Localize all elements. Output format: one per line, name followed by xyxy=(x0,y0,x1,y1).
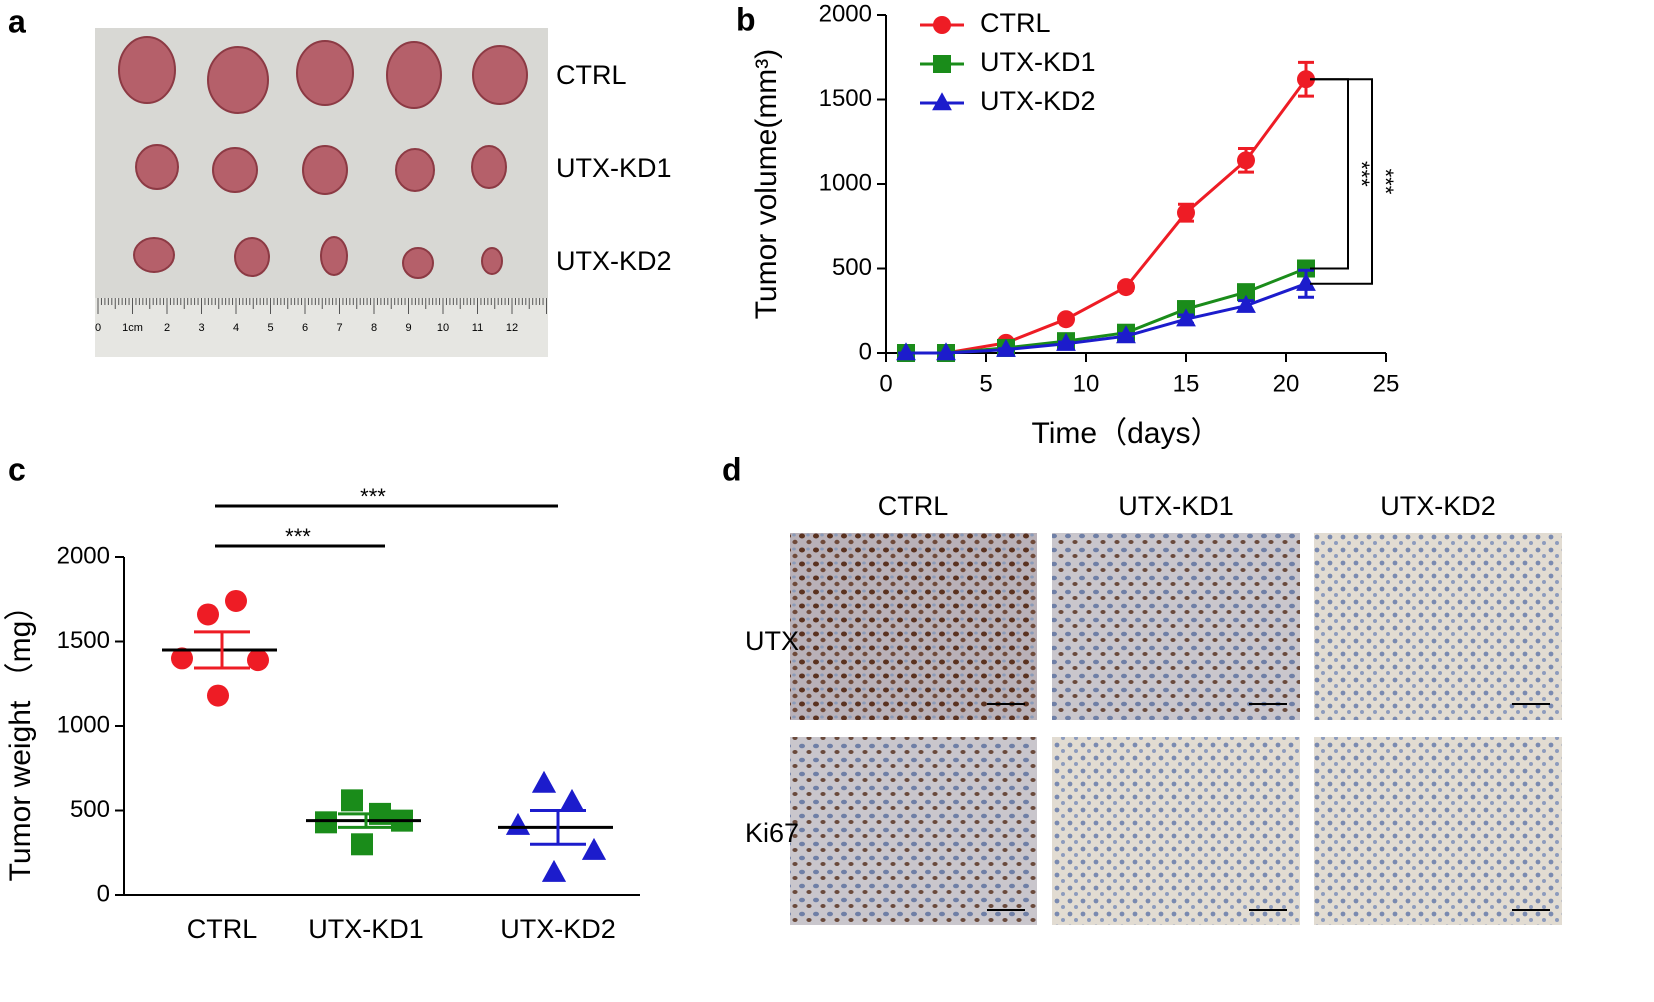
y-tick-label: 0 xyxy=(859,338,872,365)
ruler-label: 3 xyxy=(198,322,204,334)
panel-label: d xyxy=(722,451,742,487)
data-point xyxy=(581,837,607,860)
ruler-label: 8 xyxy=(371,322,377,334)
data-point xyxy=(531,770,557,793)
data-point xyxy=(1117,278,1135,297)
x-tick-label: UTX-KD1 xyxy=(308,914,424,944)
panel-label: c xyxy=(8,451,26,487)
y-tick-label: 500 xyxy=(70,796,110,823)
data-point xyxy=(541,859,567,882)
data-point xyxy=(505,812,531,835)
y-tick-label: 500 xyxy=(832,254,872,281)
row-label: UTX-KD1 xyxy=(556,153,672,183)
legend-marker xyxy=(933,55,951,73)
data-point xyxy=(1237,151,1255,170)
legend-label: UTX-KD1 xyxy=(980,47,1096,77)
x-tick-label: UTX-KD2 xyxy=(500,914,616,944)
ruler-label: 10 xyxy=(437,322,449,334)
ruler-label: 12 xyxy=(506,322,518,334)
data-point xyxy=(1236,294,1256,313)
data-point xyxy=(996,338,1016,357)
data-point xyxy=(559,788,585,811)
ruler-label: 11 xyxy=(472,322,483,334)
y-tick-label: 2000 xyxy=(57,542,110,569)
row-label: UTX xyxy=(745,626,799,656)
panel-label: a xyxy=(8,3,26,39)
data-point xyxy=(171,647,193,670)
x-tick-label: 5 xyxy=(979,370,992,397)
data-point xyxy=(1177,203,1195,222)
significance-bracket xyxy=(1310,78,1349,270)
y-tick-label: 1500 xyxy=(57,627,110,654)
y-tick-label: 1000 xyxy=(57,711,110,738)
legend-marker xyxy=(933,16,951,34)
data-point xyxy=(1056,332,1076,351)
y-tick-label: 1000 xyxy=(819,169,872,196)
column-label: CTRL xyxy=(878,491,949,521)
ruler xyxy=(97,298,547,314)
significance-bracket xyxy=(1310,78,1373,285)
series-line xyxy=(906,282,1307,355)
column-label: UTX-KD2 xyxy=(1380,491,1496,521)
data-point xyxy=(225,589,247,612)
data-point xyxy=(197,603,219,626)
y-tick-label: 0 xyxy=(97,880,110,907)
column-label: UTX-KD1 xyxy=(1118,491,1234,521)
ruler-label: 0 xyxy=(95,322,101,334)
y-tick-label: 1500 xyxy=(819,85,872,112)
row-label: Ki67 xyxy=(745,818,799,848)
x-axis-label: Time（days） xyxy=(1032,417,1221,450)
data-point xyxy=(1296,272,1316,291)
data-point xyxy=(1176,308,1196,327)
x-tick-label: CTRL xyxy=(187,914,258,944)
ruler-label: 1cm xyxy=(122,322,143,334)
sem-bar xyxy=(338,812,394,829)
data-point xyxy=(1237,283,1255,302)
ruler-label: 7 xyxy=(336,322,342,334)
significance-label: *** xyxy=(1349,161,1374,187)
x-tick-label: 20 xyxy=(1273,370,1300,397)
data-point xyxy=(936,342,956,361)
ruler-label: 9 xyxy=(405,322,411,334)
data-point xyxy=(247,649,269,672)
data-point xyxy=(1057,310,1075,329)
data-point xyxy=(207,684,229,707)
sem-bar xyxy=(530,809,586,846)
data-point xyxy=(341,789,363,812)
y-axis-label: Tumor weight （mg） xyxy=(4,591,37,882)
ihc-images xyxy=(790,533,1562,925)
ruler-label: 4 xyxy=(233,322,239,334)
tumor-photo xyxy=(95,28,548,357)
ruler-label: 6 xyxy=(302,322,308,334)
legend-marker xyxy=(932,92,952,111)
x-tick-label: 10 xyxy=(1073,370,1100,397)
ruler-label: 2 xyxy=(164,322,170,334)
significance-label: *** xyxy=(1373,169,1398,195)
panel-label: b xyxy=(736,1,756,37)
row-label: UTX-KD2 xyxy=(556,246,672,276)
ruler-label: 5 xyxy=(267,322,273,334)
y-tick-label: 2000 xyxy=(819,0,872,27)
row-label: CTRL xyxy=(556,60,627,90)
data-point xyxy=(1116,325,1136,344)
data-point xyxy=(351,833,373,856)
x-tick-label: 15 xyxy=(1173,370,1200,397)
data-point xyxy=(1297,70,1315,89)
significance-label: *** xyxy=(285,524,311,549)
legend-label: CTRL xyxy=(980,8,1051,38)
x-tick-label: 0 xyxy=(879,370,892,397)
data-point xyxy=(896,342,916,361)
data-point xyxy=(1297,259,1315,278)
legend-label: UTX-KD2 xyxy=(980,86,1096,116)
x-tick-label: 25 xyxy=(1373,370,1400,397)
significance-label: *** xyxy=(360,484,386,509)
data-point xyxy=(315,811,337,834)
y-axis-label: Tumor volume(mm³) xyxy=(750,49,783,320)
sem-bar xyxy=(194,630,250,670)
